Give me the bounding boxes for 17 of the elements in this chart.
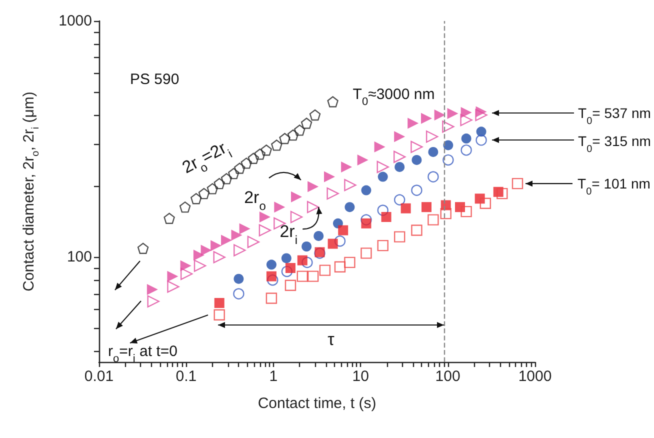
x-tick-label: 10 bbox=[352, 368, 369, 385]
x-tick-label: 1 bbox=[269, 368, 278, 385]
x-tick-label: 0.1 bbox=[176, 368, 197, 385]
annotation: 2r$_{i}$ bbox=[280, 222, 298, 248]
text: T$_{0}$= 537 nm bbox=[578, 105, 651, 126]
x-axis-title: Contact time, t (s) bbox=[258, 395, 376, 412]
annotation: 2r$_{o}$ bbox=[244, 188, 266, 213]
annotation: τ bbox=[328, 330, 335, 349]
x-tick-label: 100 bbox=[435, 368, 460, 385]
x-tick-label: 0.01 bbox=[84, 368, 114, 385]
annotation: PS 590 bbox=[130, 71, 180, 88]
annotation: T$_{0}$= 101 nm bbox=[578, 176, 650, 198]
annotation: T$_{0}$≈3000 nm bbox=[352, 86, 435, 108]
annotation: r$_{o}$=r$_{i}$ at t=0 bbox=[108, 343, 178, 365]
y-axis-title: Contact diameter, 2ro, 2ri (μm) bbox=[20, 92, 42, 292]
x-tick-label: 1000 bbox=[518, 368, 552, 385]
text: T$_{0}$= 315 nm bbox=[578, 133, 651, 154]
